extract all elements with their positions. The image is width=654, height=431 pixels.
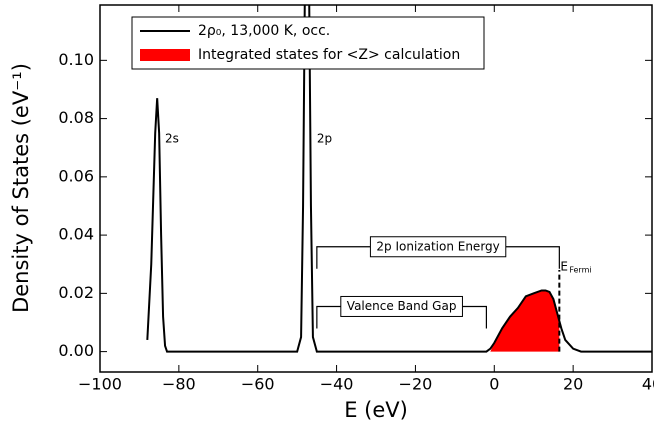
bracket-label: Valence Band Gap: [347, 299, 457, 313]
x-tick-label: −20: [399, 375, 433, 394]
y-tick-label: 0.00: [58, 341, 94, 360]
x-tick-label: −40: [320, 375, 354, 394]
bracket-label-box: [369, 236, 507, 258]
x-tick-label: 40: [642, 375, 654, 394]
x-tick-label: −100: [78, 375, 122, 394]
filled-area: [490, 290, 560, 352]
y-tick-label: 0.06: [58, 166, 94, 185]
legend-swatch: [140, 49, 190, 61]
plot-frame: [99, 4, 653, 373]
x-tick-label: −80: [162, 375, 196, 394]
plot-area: [146, 5, 652, 353]
legend-box: [131, 16, 485, 70]
legend-label: Integrated states for <Z> calculation: [198, 47, 460, 63]
y-axis-label: Density of States (eV⁻¹): [9, 63, 33, 313]
dos-line: [146, 5, 652, 353]
y-tick-label: 0.02: [58, 283, 94, 302]
x-axis-label: E (eV): [344, 398, 408, 422]
bracket-label: 2p Ionization Energy: [376, 239, 499, 253]
fermi-subscript: Fermi: [569, 266, 591, 275]
legend-label: 2ρ₀, 13,000 K, occ.: [198, 23, 330, 39]
x-tick-label: −60: [241, 375, 275, 394]
y-tick-label: 0.04: [58, 225, 94, 244]
peak-label: 2p: [317, 131, 332, 145]
y-tick-label: 0.08: [58, 108, 94, 127]
bracket-label-box: [340, 295, 463, 317]
y-tick-label: 0.10: [58, 50, 94, 69]
fermi-label: E: [560, 260, 568, 274]
peak-label: 2s: [165, 131, 179, 145]
x-tick-label: 0: [489, 375, 499, 394]
x-tick-label: 20: [563, 375, 583, 394]
